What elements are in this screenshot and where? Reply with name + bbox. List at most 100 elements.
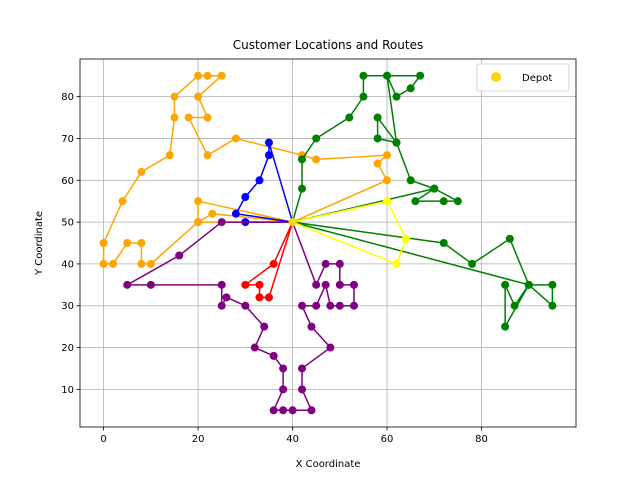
y-tick-label: 70 [61,134,74,145]
route-line [244,221,294,299]
customer-point [165,151,174,160]
customer-point [439,239,448,247]
customer-point [269,406,278,415]
customer-point [312,280,321,289]
customer-point [217,218,226,227]
customer-point [345,113,354,122]
x-tick-label: 40 [286,434,299,445]
customer-point [298,184,307,193]
customer-point [406,176,415,185]
customer-point [194,218,203,227]
customer-point [321,280,330,289]
customer-point [335,280,344,289]
customer-point [279,406,288,415]
customer-point [264,293,273,302]
customer-point [231,209,240,218]
customer-point [175,251,184,260]
customer-point [298,385,307,394]
customer-point [383,71,392,80]
customer-point [250,343,259,352]
customer-point [118,197,127,206]
customer-point [501,322,510,331]
y-tick-label: 50 [61,218,74,229]
customer-point [406,84,415,93]
customer-point [326,343,335,352]
customer-point [335,301,344,310]
customer-point [501,280,510,289]
customer-point [203,113,212,122]
customer-point [137,259,146,268]
customer-point [349,280,358,289]
customer-point [373,134,382,143]
customer-point [411,197,420,206]
customer-point [222,293,231,302]
customer-point [99,239,108,247]
customer-point [241,280,250,289]
customer-point [170,113,179,122]
customer-point [312,155,321,164]
customer-point [279,385,288,394]
customer-point [326,301,335,310]
x-tick-label: 0 [100,434,106,445]
customer-point [269,259,278,268]
customer-point [383,176,392,185]
customer-point [217,71,226,80]
customer-point [468,259,477,268]
customer-point [298,301,307,310]
customer-point [269,351,278,360]
customer-point [430,184,439,193]
customer-point [255,293,264,302]
y-tick-label: 10 [61,385,74,396]
axis-ticks: 0 20 40 60 80 10 20 30 40 50 60 70 80 [61,92,488,445]
customer-point [548,280,557,289]
routes [99,71,557,415]
legend-label-depot: Depot [522,73,552,84]
customer-point [439,197,448,206]
customer-point [231,134,240,143]
customer-point [453,197,462,206]
y-axis-label: Y Coordinate [34,211,45,276]
customer-point [359,71,368,80]
customer-point [255,280,264,289]
customer-point [392,138,401,147]
route-6 [291,197,410,268]
customer-point [203,151,212,160]
customer-point [307,322,316,331]
customer-point [146,259,155,268]
customer-point [307,406,316,415]
customer-point [109,259,118,268]
customer-point [264,151,273,160]
customer-point [335,259,344,268]
gridlines [80,59,576,427]
customer-point [383,197,392,206]
legend: Depot [476,63,570,92]
customer-point [373,113,382,122]
legend-box [476,63,570,92]
x-tick-label: 20 [192,434,205,445]
customer-point [241,301,250,310]
customer-point [392,92,401,101]
x-tick-label: 60 [381,434,394,445]
customer-point [217,301,226,310]
x-tick-label: 80 [475,434,488,445]
customer-point [170,92,179,101]
customer-point [264,138,273,147]
customer-point [203,71,212,80]
route-4 [291,71,462,223]
customer-point [298,364,307,373]
customer-point [137,239,146,247]
customer-point [146,280,155,289]
y-tick-label: 40 [61,259,74,270]
customer-point [217,280,226,289]
customer-point [255,176,264,185]
plot-frame [79,58,577,428]
customer-point [401,234,410,243]
customer-point [194,197,203,206]
legend-marker-depot [491,72,501,82]
route-line [126,221,355,412]
depot-point [288,218,297,227]
customer-point [208,209,217,218]
route-7 [241,221,294,302]
customer-point [359,92,368,101]
